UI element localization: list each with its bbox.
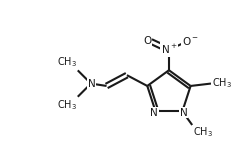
Text: N$^+$: N$^+$	[161, 43, 177, 56]
Text: CH$_3$: CH$_3$	[57, 55, 76, 69]
Text: N: N	[180, 108, 187, 118]
Text: O$^-$: O$^-$	[182, 35, 199, 47]
Text: CH$_3$: CH$_3$	[212, 77, 232, 90]
Text: N: N	[88, 79, 95, 89]
Text: O: O	[143, 36, 151, 46]
Text: CH$_3$: CH$_3$	[193, 125, 213, 139]
Text: CH$_3$: CH$_3$	[57, 98, 76, 112]
Text: N: N	[151, 108, 158, 118]
